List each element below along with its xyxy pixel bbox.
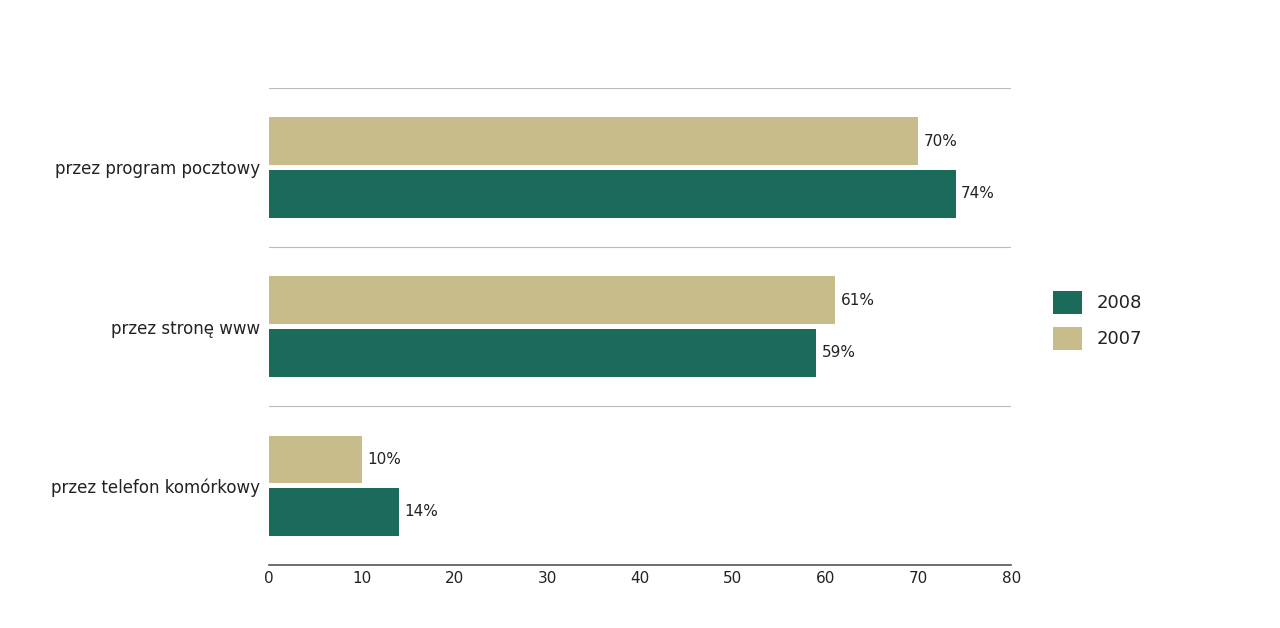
Bar: [269, 276, 835, 324]
Text: 74%: 74%: [961, 187, 995, 201]
Bar: [269, 488, 399, 536]
Bar: [269, 170, 955, 217]
Text: 61%: 61%: [841, 293, 874, 308]
Legend: 2008, 2007: 2008, 2007: [1046, 283, 1149, 357]
Text: 10%: 10%: [367, 452, 401, 467]
Bar: [269, 329, 817, 377]
Text: Sposób odbioru poczty elektronicznej: Sposób odbioru poczty elektronicznej: [15, 24, 640, 58]
Bar: [269, 117, 918, 165]
Text: 14%: 14%: [404, 504, 438, 519]
Bar: [269, 436, 362, 484]
Text: 59%: 59%: [822, 345, 856, 360]
Text: 70%: 70%: [924, 134, 957, 149]
